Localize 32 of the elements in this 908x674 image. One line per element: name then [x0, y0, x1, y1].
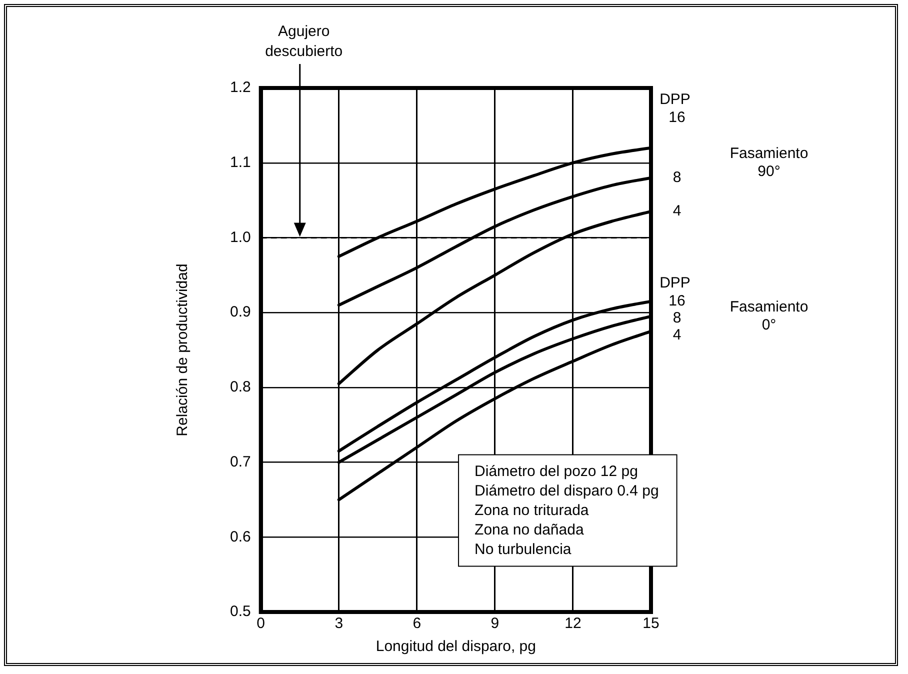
y-tick-label: 0.9	[230, 304, 251, 321]
annotation: No turbulencia	[474, 540, 572, 558]
y-tick-label: 0.5	[230, 603, 251, 620]
text: DPP	[660, 91, 690, 108]
series-label: 4	[672, 202, 682, 220]
annotation: Diámetro del disparo 0.4 pg	[474, 482, 659, 500]
text: Fasamiento 90°	[730, 144, 808, 180]
series-label: 16	[668, 109, 686, 126]
y-tick-label: 0.8	[230, 378, 251, 396]
y-tick-label: 1.2	[230, 79, 251, 96]
x-tick-label: 0	[256, 615, 266, 632]
annotation: Zona no triturada	[474, 502, 590, 519]
x-tick-label: 6	[412, 615, 422, 632]
x-tick-label: 15	[642, 615, 660, 632]
text: Fasamiento 0°	[730, 298, 808, 334]
series-label: 8	[672, 309, 682, 326]
annotation: Zona no dañada	[474, 521, 584, 538]
series-label: 4	[672, 326, 682, 344]
x-tick-label: 3	[334, 615, 344, 632]
series-label: 8	[672, 168, 682, 186]
y-tick-label: 0.7	[230, 453, 251, 470]
x-tick-label: 12	[564, 615, 582, 632]
y-axis-title: Relación de productividad	[174, 264, 192, 436]
x-tick-label: 9	[490, 615, 500, 632]
text: Agujero descubierto	[265, 23, 343, 60]
x-axis-title: Longitud del disparo, pg	[376, 638, 536, 656]
y-tick-label: 1.0	[230, 228, 251, 246]
series-label: 16	[668, 292, 686, 310]
text: DPP	[660, 274, 690, 292]
annotation: Diámetro del pozo 12 pg	[474, 462, 638, 480]
y-tick-label: 1.1	[230, 154, 251, 171]
y-tick-label: 0.6	[230, 528, 251, 546]
